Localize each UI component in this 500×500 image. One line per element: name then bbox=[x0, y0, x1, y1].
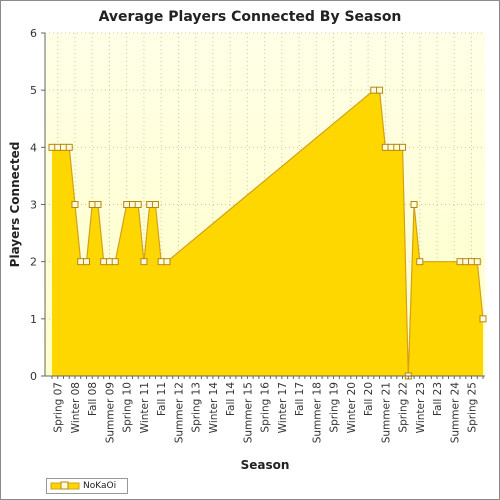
data-point bbox=[65, 143, 73, 151]
data-point bbox=[381, 143, 389, 151]
x-tick-label: Summer 18 bbox=[311, 382, 323, 443]
data-point bbox=[71, 201, 79, 208]
data-point bbox=[105, 258, 113, 266]
data-point bbox=[157, 258, 165, 266]
x-tick-label: Fall 08 bbox=[87, 382, 99, 416]
y-tick-label: 3 bbox=[30, 199, 37, 212]
y-tick-label: 0 bbox=[30, 370, 37, 383]
legend-marker bbox=[60, 481, 69, 490]
data-point bbox=[134, 201, 142, 208]
x-axis-label: Season bbox=[241, 458, 290, 472]
data-point bbox=[479, 315, 487, 323]
x-tick-label: Winter 14 bbox=[208, 382, 220, 434]
x-tick-label: Fall 14 bbox=[225, 382, 237, 416]
data-point bbox=[146, 201, 154, 208]
y-axis-label: Players Connected bbox=[8, 142, 22, 268]
data-point bbox=[48, 143, 56, 151]
data-point bbox=[163, 258, 171, 266]
x-tick-label: Fall 17 bbox=[294, 382, 306, 416]
x-tick-label: Fall 11 bbox=[156, 382, 168, 416]
data-point bbox=[468, 258, 476, 266]
x-tick-label: Spring 19 bbox=[329, 382, 341, 433]
y-tick-label: 5 bbox=[30, 84, 37, 97]
data-point bbox=[387, 143, 395, 151]
data-point bbox=[88, 201, 96, 208]
data-point bbox=[462, 258, 470, 266]
y-tick-label: 4 bbox=[30, 141, 37, 154]
legend: NoKaOi bbox=[46, 478, 128, 494]
data-point bbox=[473, 258, 481, 266]
x-tick-label: Spring 22 bbox=[398, 382, 410, 433]
x-tick-label: Spring 25 bbox=[467, 382, 479, 433]
data-point bbox=[59, 143, 67, 151]
data-point bbox=[111, 258, 119, 266]
data-point bbox=[416, 258, 424, 266]
data-point bbox=[100, 258, 108, 266]
data-point bbox=[410, 201, 418, 208]
data-point bbox=[82, 258, 90, 266]
x-tick-label: Winter 17 bbox=[277, 382, 289, 433]
chart-title: Average Players Connected By Season bbox=[98, 9, 402, 25]
data-point bbox=[376, 86, 384, 94]
data-point bbox=[94, 201, 102, 208]
y-tick-label: 6 bbox=[30, 27, 37, 40]
legend-label-series: NoKaOi bbox=[83, 481, 117, 491]
data-point bbox=[54, 143, 62, 151]
data-point bbox=[393, 143, 401, 151]
x-tick-label: Winter 23 bbox=[415, 382, 427, 433]
data-point bbox=[370, 86, 378, 94]
series-area bbox=[52, 90, 483, 377]
x-tick-label: Spring 13 bbox=[191, 382, 203, 433]
x-ticks: Spring 07 Winter 08 Fall 08 Summer 09 Spring… bbox=[51, 376, 484, 444]
x-tick-label: Spring 10 bbox=[122, 382, 134, 433]
data-point bbox=[140, 258, 148, 266]
x-tick-label: Winter 08 bbox=[70, 382, 82, 433]
y-tick-label: 2 bbox=[30, 256, 37, 269]
x-tick-label: Spring 07 bbox=[53, 382, 65, 433]
x-tick-label: Fall 23 bbox=[432, 382, 444, 416]
x-tick-label: Summer 15 bbox=[242, 382, 254, 443]
data-point bbox=[77, 258, 85, 266]
series-layer bbox=[48, 86, 487, 380]
y-ticks: 0 1 2 3 4 5 6 bbox=[30, 27, 45, 383]
x-tick-label: Spring 16 bbox=[260, 382, 272, 433]
x-tick-label: Summer 12 bbox=[173, 382, 185, 443]
x-tick-label: Winter 11 bbox=[139, 382, 151, 433]
data-point bbox=[151, 201, 159, 208]
x-tick-label: Winter 20 bbox=[346, 382, 358, 433]
x-tick-label: Fall 20 bbox=[363, 382, 375, 416]
data-point bbox=[123, 201, 131, 208]
data-point bbox=[399, 143, 407, 151]
data-point bbox=[456, 258, 464, 266]
x-tick-label: Summer 09 bbox=[104, 382, 116, 443]
y-tick-label: 1 bbox=[30, 313, 37, 326]
data-point bbox=[128, 201, 136, 208]
x-tick-label: Summer 24 bbox=[449, 382, 461, 444]
x-tick-label: Summer 21 bbox=[380, 382, 392, 443]
